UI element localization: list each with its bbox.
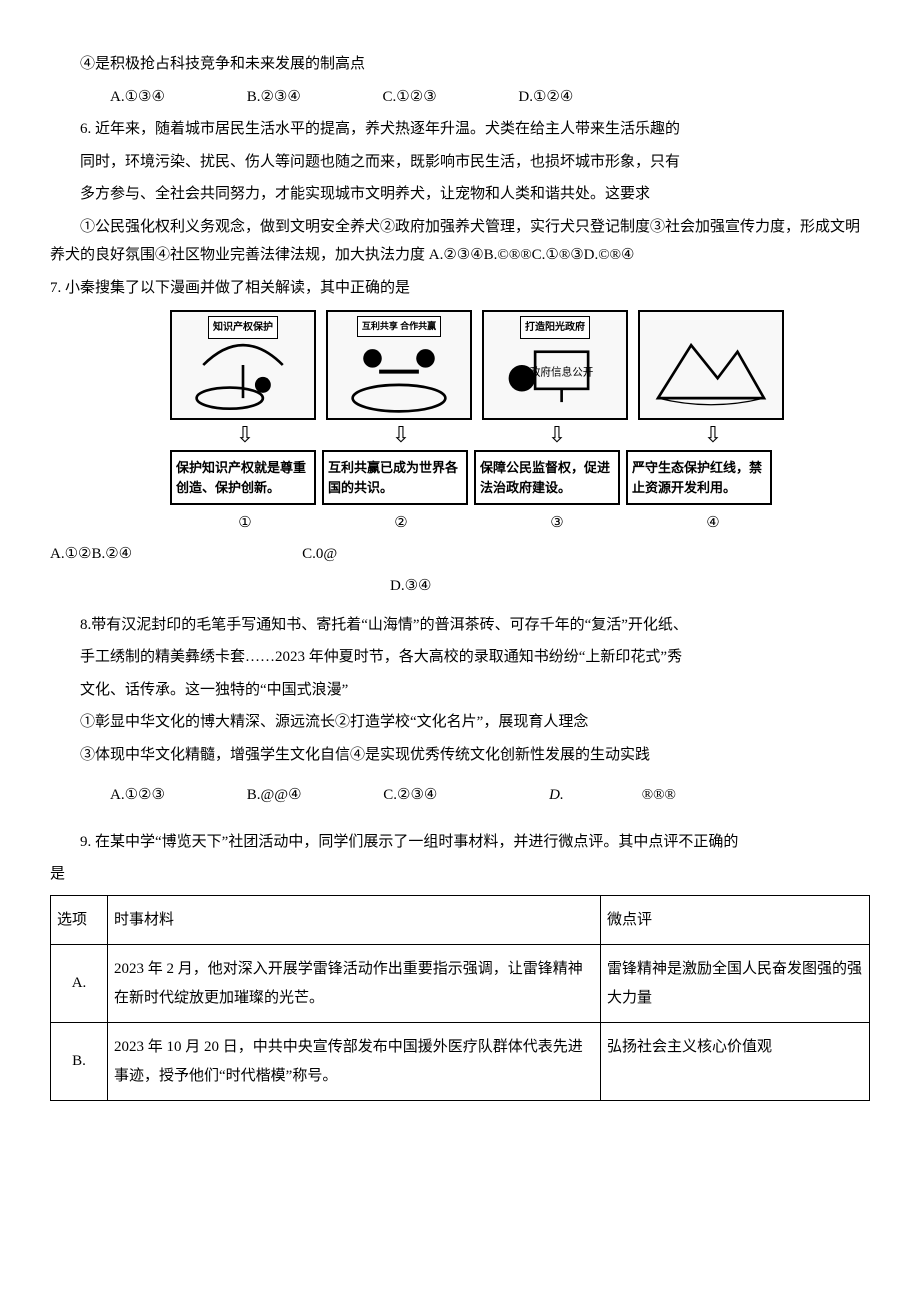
mountain-icon xyxy=(640,312,782,418)
q7-panel-2-banner: 互利共享 合作共赢 xyxy=(357,316,441,337)
q8-stmts-2: ③体现中华文化精髓，增强学生文化自信④是实现优秀传统文化创新性发展的生动实践 xyxy=(50,741,870,770)
q9-header-comment: 微点评 xyxy=(601,895,870,945)
q7-panel-1-img: 知识产权保护 xyxy=(170,310,316,420)
q7-cartoon-row: 知识产权保护 互利共享 合作共赢 xyxy=(170,310,870,420)
q9-row-b-material: 2023 年 10 月 20 日，中共中央宣传部发布中国援外医疗队群体代表先进事… xyxy=(108,1023,601,1101)
q7-panel-4-img xyxy=(638,310,784,420)
q7-num-3: ③ xyxy=(482,509,632,538)
q9-row-b-option: B. xyxy=(51,1023,108,1101)
down-arrow-icon-3: ⇩ xyxy=(482,424,632,446)
q6-line-3: 多方参与、全社会共同努力，才能实现城市文明养犬，让宠物和人类和谐共处。这要求 xyxy=(50,180,870,209)
q7-option-b: B.②④ xyxy=(91,540,132,569)
q9-stem-2: 是 xyxy=(50,860,870,889)
q7-panel-3-img: 打造阳光政府 政府信息公开 xyxy=(482,310,628,420)
q9-row-a-option: A. xyxy=(51,945,108,1023)
q8-option-d-body: ®®® xyxy=(612,781,676,810)
q8-option-d-prefix: D. xyxy=(519,781,564,810)
q8-line-1: 8.带有汉泥封印的毛笔手写通知书、寄托着“山海情”的普洱茶砖、可存千年的“复活”… xyxy=(50,611,870,640)
q7-panel-1: 知识产权保护 xyxy=(170,310,320,420)
q7-arrow-row: ⇩ ⇩ ⇩ ⇩ xyxy=(170,424,870,446)
svg-text:政府信息公开: 政府信息公开 xyxy=(530,366,594,379)
q8-line-3: 文化、话传承。这一独特的“中国式浪漫” xyxy=(50,676,870,705)
q9-row-a-material: 2023 年 2 月，他对深入开展学雷锋活动作出重要指示强调，让雷锋精神在新时代… xyxy=(108,945,601,1023)
q7-panel-1-banner: 知识产权保护 xyxy=(208,316,278,339)
q5-option-c: C.①②③ xyxy=(353,83,437,112)
q9-header-material: 时事材料 xyxy=(108,895,601,945)
q7-options-line2: D.③④ xyxy=(50,572,870,601)
q7-panel-3: 打造阳光政府 政府信息公开 xyxy=(482,310,632,420)
q9-row-a: A. 2023 年 2 月，他对深入开展学雷锋活动作出重要指示强调，让雷锋精神在… xyxy=(51,945,870,1023)
down-arrow-icon-4: ⇩ xyxy=(638,424,788,446)
q7-option-c: C.0@ xyxy=(302,540,337,569)
q7-panel-3-banner: 打造阳光政府 xyxy=(520,316,590,339)
q9-stem-1: 9. 在某中学“博览天下”社团活动中，同学们展示了一组时事材料，并进行微点评。其… xyxy=(50,828,870,857)
q7-stem: 7. 小秦搜集了以下漫画并做了相关解读，其中正确的是 xyxy=(50,274,870,303)
q9-row-a-comment: 雷锋精神是激励全国人民奋发图强的强大力量 xyxy=(601,945,870,1023)
q8-stmts-1: ①彰显中华文化的博大精深、源远流长②打造学校“文化名片”，展现育人理念 xyxy=(50,708,870,737)
q6-line-2: 同时，环境污染、扰民、伤人等问题也随之而来，既影响市民生活，也损坏城市形象，只有 xyxy=(50,148,870,177)
q9-table: 选项 时事材料 微点评 A. 2023 年 2 月，他对深入开展学雷锋活动作出重… xyxy=(50,895,870,1102)
q7-num-1: ① xyxy=(170,509,320,538)
q7-caption-4: 严守生态保护红线，禁止资源开发利用。 xyxy=(626,450,772,505)
q7-option-a: A.①② xyxy=(50,540,91,569)
q8-line-2: 手工绣制的精美彝绣卡套……2023 年仲夏时节，各大高校的录取通知书纷纷“上新印… xyxy=(50,643,870,672)
down-arrow-icon-2: ⇩ xyxy=(326,424,476,446)
q8-option-b: B.@@④ xyxy=(217,781,302,810)
q8-option-a: A.①②③ xyxy=(80,781,165,810)
down-arrow-icon-1: ⇩ xyxy=(170,424,320,446)
q7-caption-3: 保障公民监督权，促进法治政府建设。 xyxy=(474,450,620,505)
q7-num-2: ② xyxy=(326,509,476,538)
q7-caption-1: 保护知识产权就是尊重创造、保护创新。 xyxy=(170,450,316,505)
q6-line-1: 6. 近年来，随着城市居民生活水平的提高，养犬热逐年升温。犬类在给主人带来生活乐… xyxy=(50,115,870,144)
page-container: ④是积极抢占科技竞争和未来发展的制高点 A.①③④ B.②③④ C.①②③ D.… xyxy=(0,0,920,1141)
q8-option-c: C.②③④ xyxy=(353,781,437,810)
q7-panel-2: 互利共享 合作共赢 xyxy=(326,310,476,420)
q7-num-4: ④ xyxy=(638,509,788,538)
q9-row-b: B. 2023 年 10 月 20 日，中共中央宣传部发布中国援外医疗队群体代表… xyxy=(51,1023,870,1101)
q7-caption-2: 互利共赢已成为世界各国的共识。 xyxy=(322,450,468,505)
q7-number-row: ① ② ③ ④ xyxy=(170,509,870,538)
q5-option-a: A.①③④ xyxy=(80,83,165,112)
q9-row-b-comment: 弘扬社会主义核心价值观 xyxy=(601,1023,870,1101)
q7-options-line1: A.①②B.②④ C.0@ xyxy=(50,540,870,569)
q7-option-d: D.③④ xyxy=(390,572,431,601)
q8-options: A.①②③ B.@@④ C.②③④ D. ®®® xyxy=(50,781,870,810)
q5-option-b: B.②③④ xyxy=(217,83,301,112)
q7-panel-4 xyxy=(638,310,788,420)
q8-option-d: D. ®®® xyxy=(489,781,724,810)
q7-panel-2-img: 互利共享 合作共赢 xyxy=(326,310,472,420)
q5-option-d: D.①②④ xyxy=(488,83,573,112)
q9-header-row: 选项 时事材料 微点评 xyxy=(51,895,870,945)
q6-statements-options: ①公民强化权利义务观念，做到文明安全养犬②政府加强养犬管理，实行犬只登记制度③社… xyxy=(50,213,870,270)
q9-header-option: 选项 xyxy=(51,895,108,945)
q5-options: A.①③④ B.②③④ C.①②③ D.①②④ xyxy=(50,83,870,112)
q7-caption-row: 保护知识产权就是尊重创造、保护创新。 互利共赢已成为世界各国的共识。 保障公民监… xyxy=(170,450,870,505)
q5-statement-4: ④是积极抢占科技竞争和未来发展的制高点 xyxy=(50,50,870,79)
